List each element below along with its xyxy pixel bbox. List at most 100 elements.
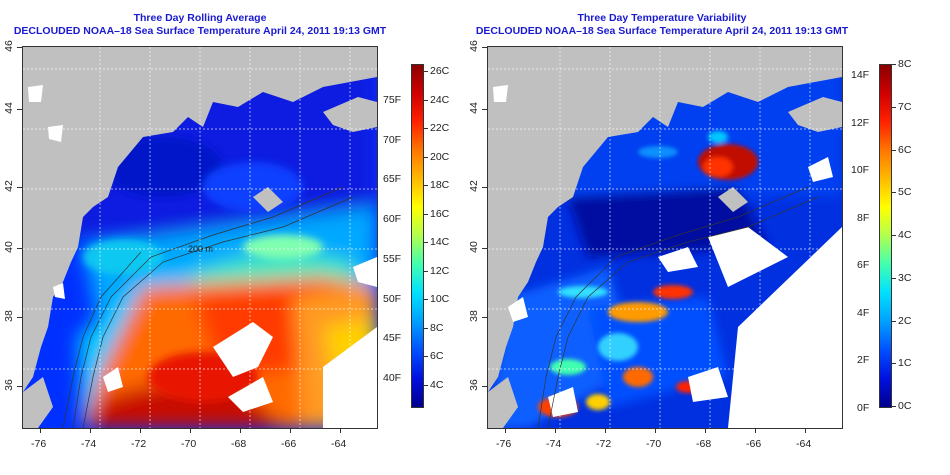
colorbar-celsius-label: 26C	[430, 65, 450, 77]
colorbar-celsius-label: 4C	[898, 229, 912, 241]
colorbar-celsius-label: 20C	[430, 150, 450, 163]
colorbar-celsius-label: 24C	[430, 93, 450, 106]
colorbar-fahrenheit-label: 50F	[383, 292, 402, 305]
colorbar-fahrenheit-label: 75F	[383, 94, 402, 106]
colorbar-tick	[891, 406, 896, 407]
colorbar-celsius-label: 8C	[430, 321, 444, 334]
lat-tick-label: 46	[467, 40, 480, 52]
lat-tick-label: 36	[467, 379, 480, 391]
sst-average-map: 200 m	[22, 46, 378, 429]
lon-tick-label: -68	[696, 438, 712, 450]
colorbar-celsius-label: 1C	[898, 357, 912, 370]
colorbar-tick	[891, 149, 896, 151]
colorbar-celsius-label: 18C	[430, 179, 450, 191]
colorbar-fahrenheit-label: 40F	[383, 371, 402, 384]
lat-tick-label: 38	[2, 310, 15, 322]
lon-tick-mark	[605, 428, 606, 433]
colorbar-fahrenheit-label: 12F	[851, 116, 870, 129]
lat-tick-label: 46	[2, 40, 15, 52]
colorbar-celsius-label: 16C	[430, 207, 450, 220]
colorbar-tick	[891, 320, 896, 322]
lat-tick-label: 44	[2, 102, 15, 114]
sst-average-image	[23, 47, 377, 428]
sst-variability-map	[487, 46, 843, 429]
colorbar-tick	[423, 270, 428, 272]
colorbar-tick	[891, 106, 896, 108]
colorbar-fahrenheit-label: 0F	[857, 401, 870, 414]
colorbar-fahrenheit-label: 10F	[851, 164, 870, 176]
colorbar-celsius-label: 2C	[898, 314, 912, 327]
colorbar-celsius-label: 6C	[430, 350, 444, 362]
colorbar-celsius-label: 12C	[430, 264, 450, 277]
lon-tick-label: -66	[746, 438, 762, 450]
lon-tick-label: -72	[596, 438, 612, 450]
lat-tick-label: 42	[2, 180, 15, 192]
contour-label-200m: 200 m	[188, 244, 214, 254]
lon-tick-mark	[655, 428, 656, 433]
colorbar-tick	[423, 213, 428, 215]
lat-tick-mark	[482, 109, 487, 110]
colorbar-fahrenheit-label: 45F	[383, 332, 402, 345]
colorbar-tick	[423, 299, 428, 300]
left-title-line2: DECLOUDED NOAA–18 Sea Surface Temperatur…	[13, 25, 387, 37]
lon-tick-mark	[190, 428, 191, 433]
colorbar-celsius-label: 14C	[430, 236, 450, 248]
lon-tick-mark	[555, 428, 556, 433]
colorbar-celsius-label: 10C	[430, 293, 450, 305]
right-title: Three Day Temperature Variability DECLOU…	[462, 12, 862, 38]
lat-tick-label: 40	[2, 241, 15, 253]
lon-tick-label: -70	[181, 438, 197, 450]
lat-tick-mark	[482, 386, 487, 387]
left-title: Three Day Rolling Average DECLOUDED NOAA…	[0, 12, 400, 38]
colorbar-celsius-label: 22C	[430, 122, 450, 134]
colorbar-celsius-label: 7C	[898, 100, 912, 113]
colorbar-tick	[423, 99, 428, 101]
lon-tick-mark	[90, 428, 91, 433]
colorbar-tick	[423, 156, 428, 158]
lat-tick-mark	[17, 109, 22, 110]
right-title-line1: Three Day Temperature Variability	[577, 12, 747, 24]
lon-tick-mark	[140, 428, 141, 433]
colorbar-tick	[891, 277, 896, 279]
lat-tick-label: 38	[467, 310, 480, 322]
colorbar-celsius-label: 0C	[898, 400, 912, 412]
lat-tick-mark	[17, 317, 22, 318]
colorbar-celsius-label: 5C	[898, 186, 912, 199]
lon-tick-label: -74	[546, 438, 562, 450]
colorbar-fahrenheit-label: 70F	[383, 133, 402, 146]
lon-tick-mark	[340, 428, 341, 433]
lat-tick-mark	[482, 47, 487, 48]
colorbar-tick	[891, 64, 896, 65]
lon-tick-mark	[805, 428, 806, 433]
lat-tick-mark	[482, 187, 487, 188]
lat-tick-label: 44	[467, 102, 480, 114]
colorbar-tick	[891, 192, 896, 194]
lat-tick-mark	[17, 248, 22, 249]
left-title-line1: Three Day Rolling Average	[133, 12, 267, 24]
lon-tick-label: -74	[81, 438, 97, 450]
lon-tick-label: -72	[131, 438, 147, 450]
colorbar-tick	[423, 185, 428, 186]
colorbar-tick	[423, 384, 428, 386]
colorbar-celsius-label: 6C	[898, 143, 912, 156]
colorbar-tick	[891, 235, 896, 236]
colorbar-fahrenheit-label: 60F	[383, 213, 402, 226]
colorbar-tick	[423, 242, 428, 243]
lon-tick-mark	[290, 428, 291, 433]
lon-tick-label: -64	[331, 438, 347, 450]
lon-tick-mark	[40, 428, 41, 433]
colorbar-celsius-label: 4C	[430, 378, 444, 391]
lon-tick-label: -70	[646, 438, 662, 450]
colorbar-fahrenheit-label: 55F	[383, 252, 402, 265]
colorbar-fahrenheit-label: 4F	[857, 306, 870, 319]
colorbar-tick	[891, 363, 896, 365]
colorbar-celsius-label: 3C	[898, 271, 912, 284]
colorbar-tick	[423, 327, 428, 329]
lat-tick-mark	[17, 386, 22, 387]
lon-tick-mark	[705, 428, 706, 433]
colorbar-fahrenheit-label: 6F	[857, 259, 870, 271]
sst-variability-image	[488, 47, 842, 428]
lat-tick-mark	[482, 248, 487, 249]
lat-tick-label: 40	[467, 241, 480, 253]
lat-tick-mark	[17, 47, 22, 48]
